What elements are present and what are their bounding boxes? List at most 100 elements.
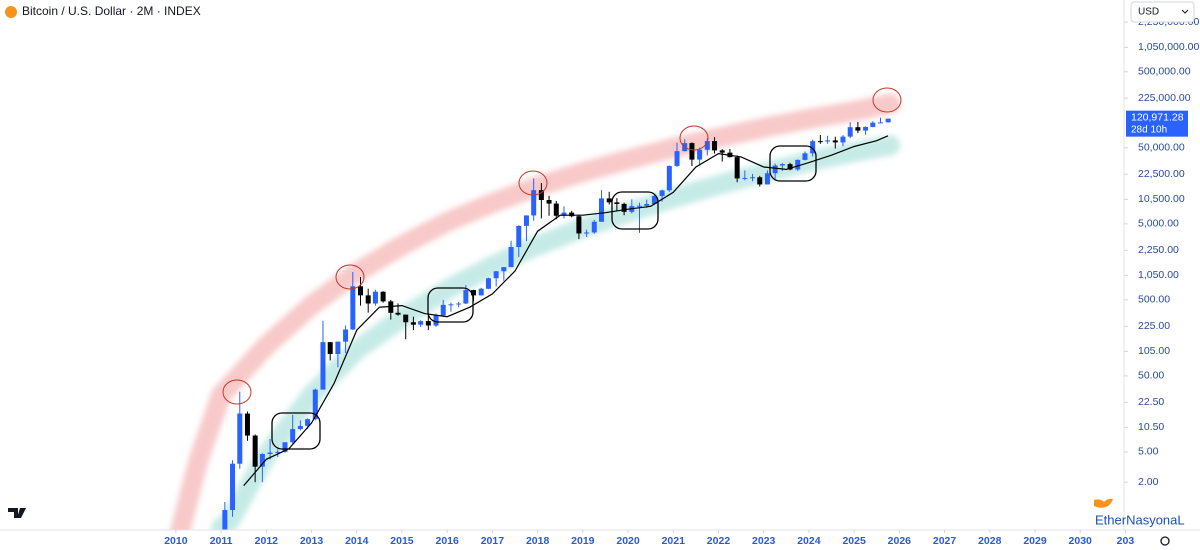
axes: 2.00 5.00 10.50 22.50 50.00 105.00 225.00 500.0… [164, 16, 1199, 547]
candle-body [757, 177, 763, 185]
candle-body [259, 453, 265, 467]
candle-body [750, 177, 756, 179]
candle-body [493, 271, 499, 279]
y-tick-label: 10.50 [1138, 421, 1164, 433]
candle-body [599, 198, 605, 222]
y-tick-label: 1,050.00 [1138, 269, 1179, 281]
candle-body [802, 153, 808, 160]
x-tick-label: 2012 [255, 535, 279, 547]
candle-body [433, 315, 439, 326]
top-circle [679, 125, 709, 151]
candle-body [742, 177, 748, 179]
candle-body [810, 141, 816, 154]
candle-body [508, 247, 514, 268]
candle-body [252, 435, 258, 467]
candle-body [297, 425, 303, 430]
candle-body [651, 195, 657, 204]
candle-body [440, 304, 446, 316]
candle-body [561, 212, 567, 216]
currency-label[interactable]: USD [1138, 7, 1159, 18]
candle-body [335, 341, 341, 355]
candle-body [584, 232, 590, 234]
candle-body [636, 205, 642, 207]
x-tick-label: 2021 [662, 535, 686, 547]
candle-body [847, 127, 853, 137]
x-tick-label: 2026 [888, 535, 912, 547]
watermark-icon [1094, 498, 1113, 508]
top-circle [518, 170, 548, 196]
candle-body [546, 199, 552, 204]
accumulation-box [427, 287, 474, 323]
candle-body [448, 304, 454, 306]
candle-body [553, 203, 559, 216]
candle-body [343, 329, 349, 342]
accumulation-box [769, 145, 817, 182]
settings-gear[interactable] [1160, 536, 1170, 546]
y-tick-label: 500,000.00 [1138, 66, 1191, 78]
settings-icon[interactable] [1160, 536, 1170, 546]
candle-body [817, 141, 823, 143]
candle-body [425, 321, 431, 326]
candle-body [418, 321, 424, 325]
price-label: 120,971.28 [1131, 111, 1184, 123]
y-tick-label: 50,000.00 [1138, 142, 1185, 154]
x-tick-label: 2019 [571, 535, 595, 547]
candle-body [764, 173, 770, 185]
candle-body [614, 202, 620, 204]
x-tick-label: 2018 [526, 535, 550, 547]
candle-body [779, 164, 785, 166]
candle-body [621, 203, 627, 212]
candle-body [320, 342, 326, 390]
candle-body [523, 215, 529, 226]
accumulation-box [271, 412, 321, 450]
currency-button[interactable] [1130, 1, 1195, 23]
dropdown-chevron[interactable] [1181, 9, 1189, 14]
tv-logo[interactable] [8, 508, 26, 518]
y-tick-label: 50.00 [1138, 370, 1164, 382]
moving-average [243, 135, 889, 487]
candle-body [704, 141, 710, 150]
candle-body [697, 149, 703, 160]
candle-body [885, 118, 891, 123]
y-tick-label: 5,000.00 [1138, 218, 1179, 230]
x-tick-label: 2030 [1069, 535, 1093, 547]
top-circle [335, 264, 365, 290]
x-tick-label: 2011 [210, 535, 233, 547]
candle-body [516, 225, 522, 248]
accumulation-box [611, 191, 659, 230]
candle-body [244, 413, 250, 436]
y-tick-label: 10,500.00 [1138, 193, 1185, 205]
candle-body [659, 190, 665, 196]
candle-body [290, 429, 296, 443]
candle-body [358, 286, 364, 296]
y-tick-label: 500.00 [1138, 294, 1170, 306]
candle-body [772, 165, 778, 174]
x-tick-label: 2015 [390, 535, 414, 547]
candle-body [305, 419, 311, 426]
candle-body [855, 127, 861, 131]
x-tick-label: 2017 [481, 535, 505, 547]
y-tick-label: 225,000.00 [1138, 92, 1191, 104]
candle-body [282, 442, 288, 452]
x-tick-label: 2016 [436, 535, 460, 547]
x-tick-label: 203 [1117, 535, 1135, 547]
top-circle [872, 87, 902, 113]
candle-body [350, 286, 356, 330]
candle-body [388, 301, 394, 313]
upper-band [170, 93, 901, 530]
chart-title: Bitcoin / U.S. Dollar · 2M · INDEX [22, 4, 201, 18]
y-tick-label: 225.00 [1138, 320, 1170, 332]
candle-body [267, 452, 273, 454]
candle-body [840, 136, 846, 143]
y-tick-label: 22.50 [1138, 396, 1164, 408]
candle-body [712, 141, 718, 151]
candle-body [463, 290, 469, 304]
candle-body [501, 267, 507, 272]
top-circle [222, 379, 252, 405]
x-tick-label: 2025 [842, 535, 866, 547]
candle-body [644, 203, 650, 206]
candle-body [327, 342, 333, 355]
candle-body [569, 212, 575, 217]
